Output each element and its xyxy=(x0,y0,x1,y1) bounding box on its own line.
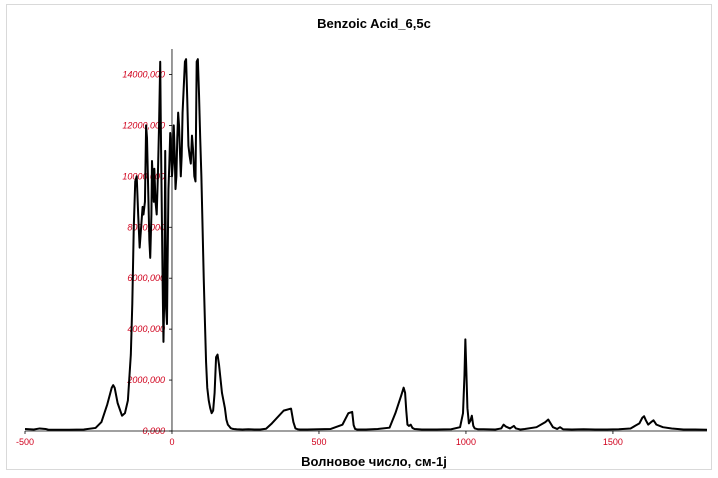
x-tick-label: -500 xyxy=(16,437,34,447)
x-tick-label: 500 xyxy=(311,437,326,447)
x-tick-label: 1500 xyxy=(603,437,623,447)
y-tick-label: 10000,000 xyxy=(122,171,165,181)
x-tick-label: 1000 xyxy=(456,437,476,447)
y-tick-label: 4000,000 xyxy=(127,324,165,334)
series-group xyxy=(24,58,708,431)
y-tick-label: 8000,000 xyxy=(127,222,165,232)
y-tick-label: 12000,000 xyxy=(122,120,165,130)
chart-frame: Benzoic Acid_6,5c 0,000 2000,000 4000,000 6… xyxy=(6,4,712,470)
chart-svg: Benzoic Acid_6,5c 0,0002000,0004000,0006… xyxy=(16,16,708,469)
series-line xyxy=(24,58,708,431)
x-axis: -500 0 500 1000 1500 xyxy=(16,430,707,447)
x-tick-label: 0 xyxy=(169,437,174,447)
x-axis-label: Волновое число, см-1j xyxy=(301,454,447,469)
y-tick-label: 2000,000 xyxy=(126,375,165,385)
y-tick-label: 14000,000 xyxy=(122,69,165,79)
y-tick-label: 6000,000 xyxy=(127,273,165,283)
chart-title: Benzoic Acid_6,5c xyxy=(317,16,431,31)
